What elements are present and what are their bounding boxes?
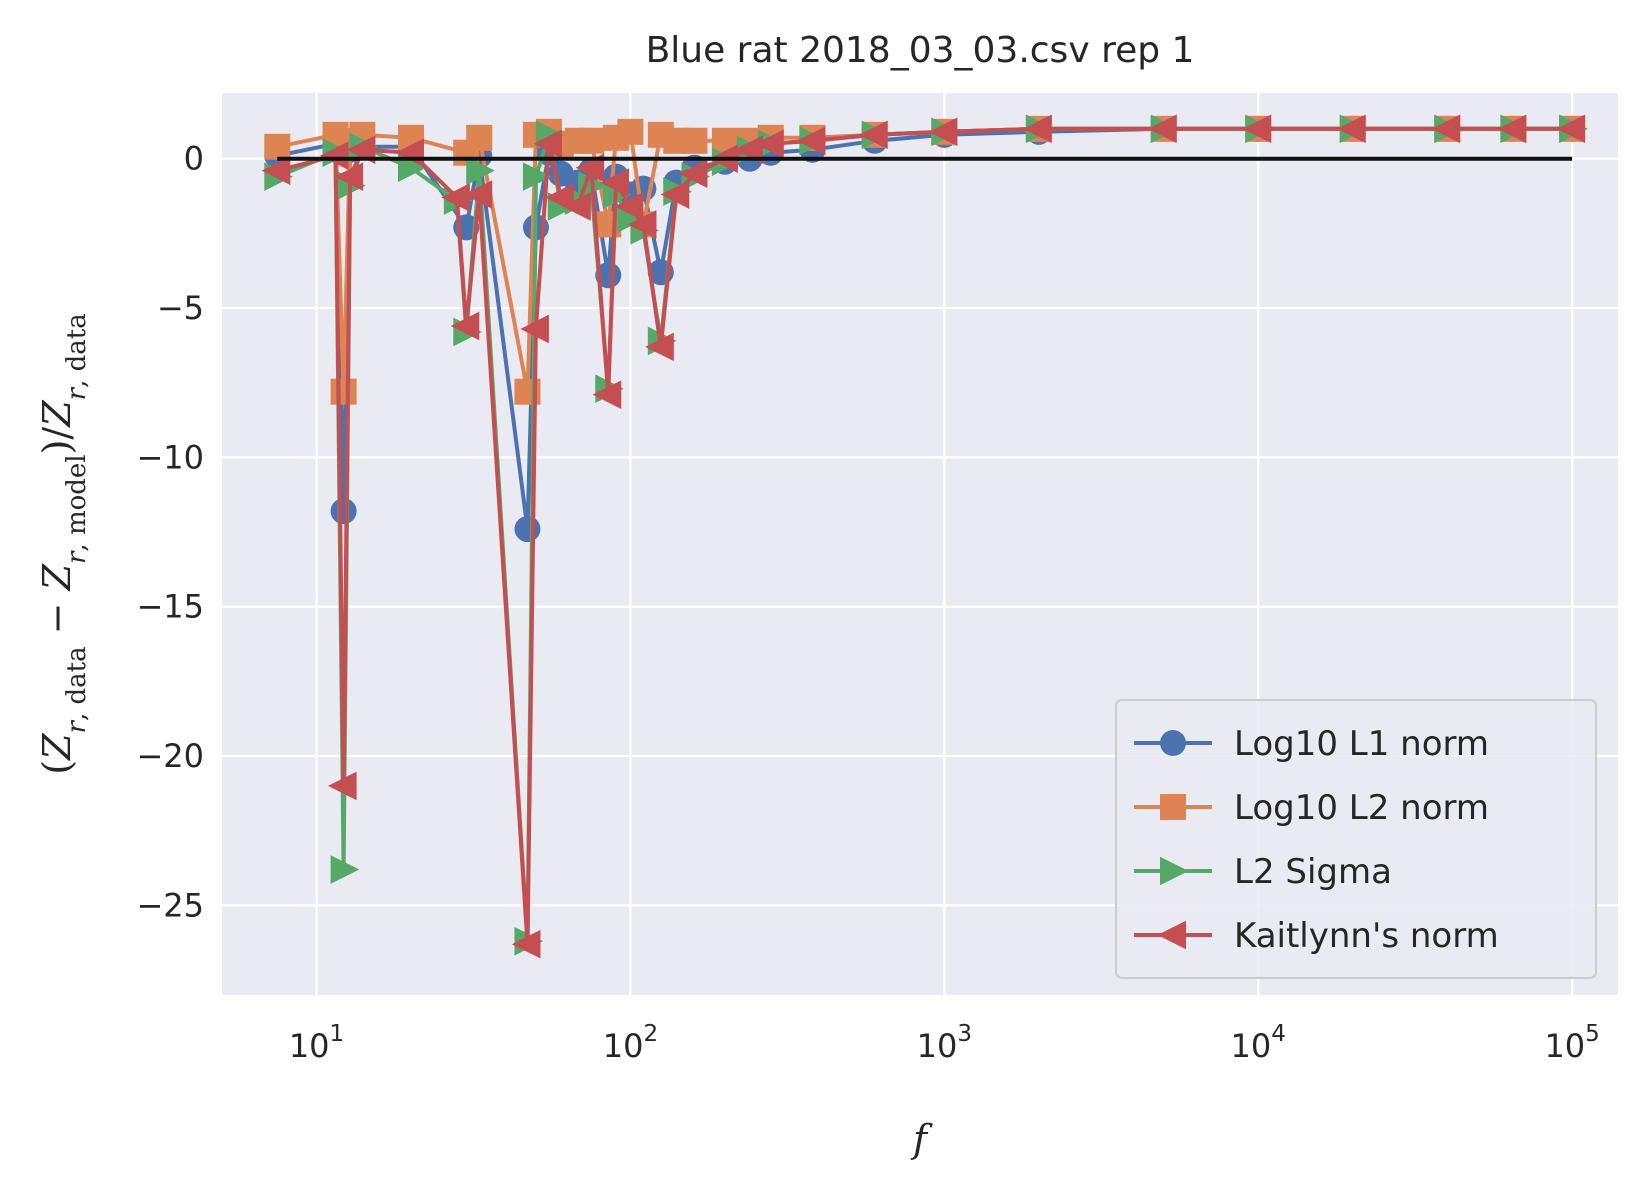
data-point	[261, 156, 291, 185]
y-tick-label: −25	[136, 886, 204, 924]
data-point	[330, 498, 357, 525]
data-point	[627, 210, 657, 239]
data-point	[928, 117, 958, 147]
data-point	[660, 180, 690, 209]
data-point	[1497, 114, 1527, 144]
legend-marker	[1157, 920, 1186, 950]
x-tick-label: 105	[1544, 1021, 1599, 1065]
y-label-part-open: (	[35, 760, 79, 775]
series-group	[261, 114, 1588, 959]
data-point	[600, 168, 630, 197]
legend-label: Log10 L2 norm	[1234, 788, 1489, 828]
legend-frame	[1115, 699, 1597, 979]
y-label-part-sub1: r, data	[62, 646, 92, 733]
y-label-part-z2: Z	[35, 563, 79, 591]
legend-label: L2 Sigma	[1234, 852, 1392, 892]
legend-marker	[1160, 794, 1186, 820]
data-point	[522, 162, 552, 191]
data-point	[614, 192, 644, 221]
data-point	[514, 516, 541, 543]
data-point	[1556, 114, 1586, 144]
data-point	[450, 311, 480, 341]
data-point	[334, 162, 364, 191]
data-point	[755, 129, 784, 159]
x-tick-label: 102	[603, 1021, 658, 1065]
data-point	[1242, 114, 1272, 144]
y-tick-label: −10	[136, 438, 204, 476]
tick-labels: 101 102 103 104 105 0 −5 −10 −15 −20 −25	[136, 140, 1599, 1065]
y-label-part-sub3: r, data	[62, 313, 92, 400]
data-point	[520, 314, 549, 344]
data-point	[466, 124, 493, 151]
data-point	[466, 156, 495, 185]
data-point	[796, 126, 826, 156]
data-point	[681, 127, 708, 154]
legend-label: Kaitlynn's norm	[1234, 916, 1499, 956]
y-axis-label: (Zr, data − Zr, model)/Zr, data	[35, 313, 92, 774]
data-point	[859, 120, 888, 150]
y-label-part-minus: −	[35, 590, 79, 646]
data-point	[1148, 114, 1177, 144]
y-tick-label: 0	[184, 140, 204, 178]
y-tick-label: −5	[157, 289, 204, 327]
data-point	[578, 127, 605, 154]
legend: Log10 L1 norm Log10 L2 norm L2 Sigma Kaitly…	[1115, 699, 1597, 979]
data-point	[678, 159, 708, 188]
chart-title: Blue rat 2018_03_03.csv rep 1	[646, 30, 1195, 71]
legend-marker	[1160, 730, 1186, 756]
x-tick-label: 101	[289, 1021, 344, 1065]
data-point	[330, 378, 357, 405]
data-point	[463, 180, 493, 209]
y-tick-label: −20	[136, 737, 204, 775]
data-point	[592, 380, 622, 409]
data-point	[1431, 114, 1461, 144]
data-point	[533, 129, 562, 159]
data-point	[441, 183, 470, 212]
data-point	[595, 211, 622, 238]
data-point	[319, 141, 349, 171]
y-label-part-z1: Z	[35, 733, 79, 761]
x-tick-label: 103	[917, 1021, 972, 1065]
y-label-part-sub2: r, model	[62, 454, 92, 564]
y-label-part-z3: Z	[35, 400, 79, 428]
data-point	[1023, 114, 1052, 144]
data-point	[511, 929, 541, 959]
data-point	[330, 855, 360, 884]
data-point	[645, 332, 674, 362]
x-tick-label: 104	[1231, 1021, 1286, 1065]
y-tick-label: −15	[136, 588, 204, 626]
data-point	[1337, 114, 1366, 144]
y-label-part-close: )/	[35, 427, 79, 455]
data-point	[328, 771, 357, 801]
data-point	[617, 118, 644, 145]
legend-label: Log10 L1 norm	[1234, 724, 1489, 764]
legend-marker	[1160, 856, 1189, 886]
data-point	[264, 133, 291, 160]
data-point	[562, 192, 591, 221]
